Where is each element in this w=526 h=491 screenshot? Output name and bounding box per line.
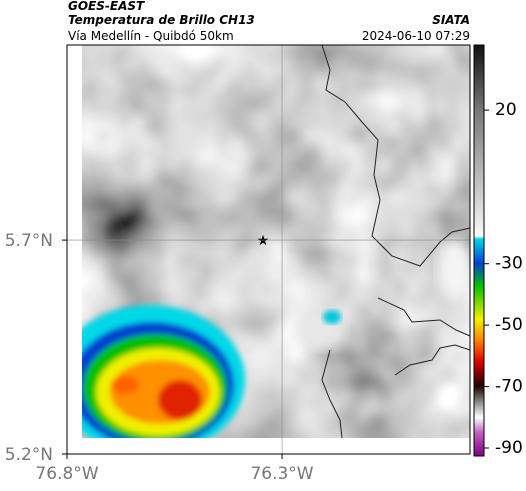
map-frame bbox=[66, 44, 471, 455]
location-star: ★ bbox=[257, 233, 270, 249]
route: Vía Medellín - Quibdó 50km bbox=[68, 29, 234, 43]
x-tick-label: 76.8°W bbox=[35, 464, 98, 484]
colorbar-tick-label: -70 bbox=[495, 377, 523, 397]
subtitle: Temperatura de Brillo CH13 bbox=[68, 13, 255, 27]
colorbar-tick-label: -30 bbox=[495, 254, 523, 274]
y-tick-label: 5.2°N bbox=[5, 445, 53, 465]
y-tick-label: 5.7°N bbox=[5, 231, 53, 251]
satellite-image bbox=[82, 45, 470, 438]
colorbar-tick-label: -50 bbox=[495, 315, 523, 335]
source: SIATA bbox=[432, 13, 470, 27]
colorbar bbox=[473, 44, 485, 457]
colorbar-tick-label: -90 bbox=[495, 438, 523, 458]
timestamp: 2024-06-10 07:29 bbox=[362, 29, 470, 43]
colorbar-tick-label: 20 bbox=[495, 100, 517, 120]
x-tick-label: 76.3°W bbox=[250, 464, 313, 484]
title: GOES-EAST bbox=[68, 0, 145, 13]
borders bbox=[321, 44, 471, 439]
